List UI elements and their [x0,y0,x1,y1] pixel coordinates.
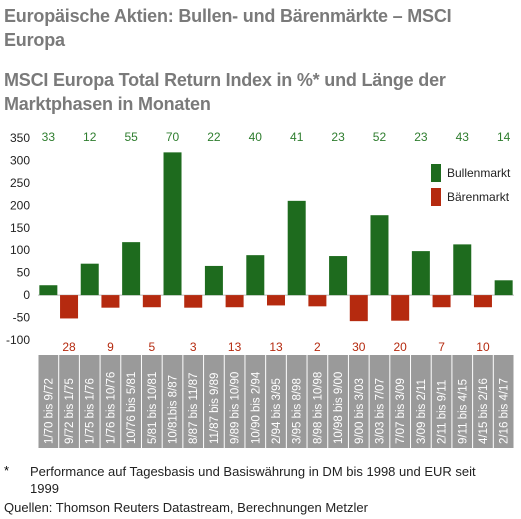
bear-bar [308,295,327,307]
bull-duration-label: 23 [331,130,345,144]
category-label: 5/81 bis 10/81 [147,372,159,444]
category-label: 9/11 bis 4/15 [457,379,469,444]
bull-bar [329,256,348,296]
bear-duration-label: 10 [476,340,490,354]
category-label: 2/11 bis 9/11 [437,380,449,444]
footnote-marker: * [4,463,10,478]
y-tick-label: -100 [6,333,30,347]
category-label: 2/94 bis 3/95 [271,378,283,444]
legend-bear-label: Bärenmarkt [447,190,510,204]
y-tick-label: 150 [10,221,30,235]
footnote-text: Performance auf Tagesbasis und Basiswähr… [30,464,476,496]
bear-duration-label: 5 [148,340,155,354]
bull-duration-label: 23 [414,130,428,144]
bull-bar [494,280,513,296]
bull-bar [246,255,265,296]
bull-duration-label: 12 [83,130,97,144]
category-label: 10/90 bis 2/94 [250,371,262,444]
bull-duration-label: 14 [497,130,511,144]
bear-bar [60,295,79,319]
category-label: 1/75 bis 1/76 [85,378,97,444]
category-label: 9/00 bis 3/03 [354,378,366,444]
bear-duration-label: 7 [438,340,445,354]
bear-bar [267,295,285,306]
bear-duration-label: 13 [228,340,242,354]
chart-subtitle: MSCI Europa Total Return Index in %* und… [4,70,446,114]
bull-bar [370,215,389,296]
bull-duration-label: 52 [373,130,387,144]
legend-bull-label: Bullenmarkt [447,166,511,180]
bull-duration-label: 70 [166,130,180,144]
bull-duration-label: 33 [42,130,56,144]
category-label: 10/98 bis 9/00 [333,372,345,444]
category-label: 8/87 bis 11/87 [188,373,200,444]
bear-bar [391,295,410,321]
bull-duration-label: 22 [207,130,221,144]
y-tick-label: 300 [10,153,30,167]
y-tick-label: 250 [10,176,30,190]
bear-bar [349,295,368,322]
bull-duration-label: 55 [124,130,138,144]
bull-bar [122,242,141,296]
bear-duration-label: 3 [190,340,197,354]
category-label: 8/98 bis 10/98 [312,372,324,444]
bear-bar [473,295,492,308]
bear-bar [101,295,120,308]
category-label: 2/16 bis 4/17 [499,378,511,444]
bear-duration-label: 13 [269,340,283,354]
category-label: 4/15 bis 2/16 [478,378,490,444]
bull-bar [287,200,306,296]
bear-duration-label: 20 [393,340,407,354]
category-label: 10/81bis 8/87 [168,375,180,444]
category-axis-band [38,355,514,448]
y-tick-label: 0 [23,288,30,302]
bear-bar [432,295,451,308]
bull-bar [163,152,182,296]
legend-bull-swatch [431,164,441,182]
bear-duration-label: 2 [314,340,321,354]
bull-bar [39,285,58,296]
category-label: 9/89 bis 10/90 [230,372,242,444]
y-tick-label: 350 [10,131,30,145]
bull-bar [80,263,99,296]
bear-duration-label: 30 [352,340,366,354]
y-tick-label: 100 [10,243,30,257]
bull-duration-label: 41 [290,130,304,144]
category-label: 7/07 bis 3/09 [395,378,407,444]
legend-bear-swatch [431,188,441,206]
bull-duration-label: 43 [456,130,470,144]
bear-bar [225,295,244,308]
chart-title: Europäische Aktien: Bullen- und Bärenmär… [4,6,452,50]
category-label: 1/76 bis 10/76 [105,372,117,444]
bear-bar [184,295,203,308]
bull-bar [204,265,223,296]
y-tick-label: 200 [10,198,30,212]
category-label: 10/76 bis 5/81 [126,372,138,444]
category-label: 9/72 bis 1/75 [64,378,76,444]
bear-bar [142,295,161,308]
bull-bar [411,251,430,296]
category-label: 3/95 bis 8/98 [292,378,304,444]
category-label: 11/87 bis 9/89 [209,373,221,444]
bear-duration-label: 28 [62,340,76,354]
category-label: 3/03 bis 7/07 [374,378,386,444]
y-tick-label: -50 [13,311,31,325]
source-note: Quellen: Thomson Reuters Datastream, Ber… [4,500,368,515]
category-label: 3/09 bis 2/11 [416,379,428,444]
bull-duration-label: 40 [249,130,263,144]
bear-duration-label: 9 [107,340,114,354]
y-tick-label: 50 [17,266,31,280]
bull-bar [453,244,472,296]
category-label: 1/70 bis 9/72 [43,378,55,444]
